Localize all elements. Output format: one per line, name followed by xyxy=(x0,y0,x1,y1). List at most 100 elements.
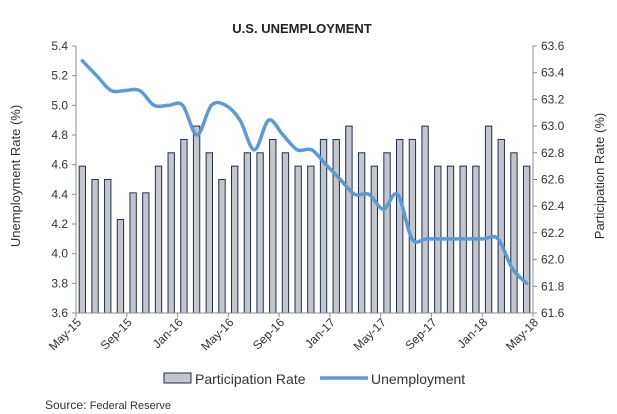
x-tick-label: May-18 xyxy=(503,315,541,353)
unemployment-point xyxy=(510,266,514,271)
y-tick-label-left: 5.2 xyxy=(51,69,68,83)
unemployment-point xyxy=(453,237,457,241)
y-tick-label-left: 5.4 xyxy=(51,39,68,53)
unemployment-point xyxy=(138,88,142,93)
participation-bar xyxy=(332,138,340,314)
x-tick-label: Sep-15 xyxy=(98,315,135,352)
participation-bar xyxy=(180,138,188,314)
legend: Participation Rate Unemployment xyxy=(163,371,465,387)
y-tick-label-right: 63.2 xyxy=(541,92,565,106)
x-tick-label: Sep-17 xyxy=(402,315,439,352)
unemployment-point xyxy=(224,103,228,107)
unemployment-point xyxy=(353,192,357,196)
unemployment-point xyxy=(195,133,199,137)
unemployment-point xyxy=(109,88,113,93)
legend-label-participation: Participation Rate xyxy=(195,371,306,387)
unemployment-line-layer xyxy=(80,59,529,286)
unemployment-point xyxy=(496,237,500,241)
y-tick-label-right: 62.4 xyxy=(541,199,565,213)
legend-label-unemployment: Unemployment xyxy=(371,371,465,387)
unemployment-point xyxy=(467,237,471,241)
participation-bar xyxy=(231,165,239,314)
y-tick-label-right: 63.0 xyxy=(541,119,565,133)
source-note: Source: Federal Reserve xyxy=(45,398,171,413)
unemployment-point xyxy=(410,237,414,241)
participation-bar xyxy=(294,165,302,314)
y-tick-label-right: 62.2 xyxy=(541,226,565,240)
unemployment-point xyxy=(281,133,285,137)
source-label: Source: xyxy=(45,398,87,412)
participation-bar xyxy=(307,165,315,314)
participation-bar xyxy=(243,152,252,314)
x-tick-label: Jan-16 xyxy=(150,315,186,351)
unemployment-point xyxy=(310,148,314,152)
y-tick-label-left: 3.8 xyxy=(51,276,68,290)
participation-bar xyxy=(205,152,213,314)
participation-bar xyxy=(383,152,391,314)
axes xyxy=(72,45,537,317)
x-tick-label: Sep-16 xyxy=(250,315,287,352)
x-tick-label: May-17 xyxy=(351,315,389,353)
source-name: Federal Reserve xyxy=(89,400,172,412)
participation-bar xyxy=(408,138,417,314)
participation-bar xyxy=(421,125,429,314)
legend-swatch-participation xyxy=(163,372,192,384)
y-tick-label-right: 62.6 xyxy=(541,173,565,187)
unemployment-point xyxy=(181,103,185,107)
participation-bar xyxy=(167,152,175,314)
unemployment-point xyxy=(324,163,328,167)
y-tick-label-left: 4.8 xyxy=(51,128,68,142)
unemployment-point xyxy=(439,237,443,241)
participation-bar xyxy=(484,125,493,314)
unemployment-point xyxy=(238,118,242,122)
unemployment-point xyxy=(267,118,271,122)
unemployment-point xyxy=(396,192,400,196)
participation-bar xyxy=(269,138,277,314)
unemployment-point xyxy=(252,148,256,152)
unemployment-point xyxy=(209,103,213,107)
y-tick-label-left: 4.0 xyxy=(51,247,68,261)
x-tick-label: Jan-17 xyxy=(302,315,338,351)
participation-bar xyxy=(522,165,531,314)
unemployment-point xyxy=(166,103,170,107)
participation-bar xyxy=(281,152,290,314)
unemployment-point xyxy=(80,59,84,63)
unemployment-point xyxy=(367,192,371,196)
participation-bar xyxy=(91,179,99,314)
y-tick-label-left: 4.4 xyxy=(51,187,68,201)
participation-bar xyxy=(154,165,163,314)
unemployment-point xyxy=(95,74,99,78)
y-tick-label-left: 4.6 xyxy=(51,158,68,172)
participation-bars xyxy=(78,125,531,314)
x-tick-label: Jan-18 xyxy=(454,315,490,351)
y-tick-label-left: 3.6 xyxy=(51,306,68,320)
x-tick-label: May-15 xyxy=(46,315,84,353)
x-tick-label: May-16 xyxy=(198,315,236,353)
y-tick-label-right: 61.6 xyxy=(541,306,565,320)
unemployment-point xyxy=(482,237,486,241)
participation-bar xyxy=(497,138,505,314)
y-tick-label-right: 61.8 xyxy=(541,279,565,293)
unemployment-point xyxy=(152,103,156,107)
y-tick-label-left: 5.0 xyxy=(51,98,68,112)
participation-bar xyxy=(396,138,404,314)
y-tick-label-right: 62.8 xyxy=(541,146,565,160)
y-tick-label-right: 62.0 xyxy=(541,253,565,267)
participation-bar xyxy=(116,219,125,314)
participation-bar xyxy=(78,165,87,314)
unemployment-point xyxy=(525,281,529,285)
participation-bar xyxy=(345,125,353,314)
participation-bar xyxy=(256,152,264,314)
unemployment-point xyxy=(338,177,342,182)
y-axis-title-right: Participation Rate (%) xyxy=(592,113,607,239)
y-axis-title-left: Unemployment Rate (%) xyxy=(8,105,23,247)
chart-title: U.S. UNEMPLOYMENT xyxy=(232,21,371,36)
unemployment-point xyxy=(381,207,385,211)
participation-bar xyxy=(104,179,112,314)
y-tick-label-left: 4.2 xyxy=(51,217,68,231)
participation-bar xyxy=(510,152,518,314)
participation-bar xyxy=(370,165,378,314)
participation-bar xyxy=(357,152,366,314)
unemployment-point xyxy=(123,88,127,93)
